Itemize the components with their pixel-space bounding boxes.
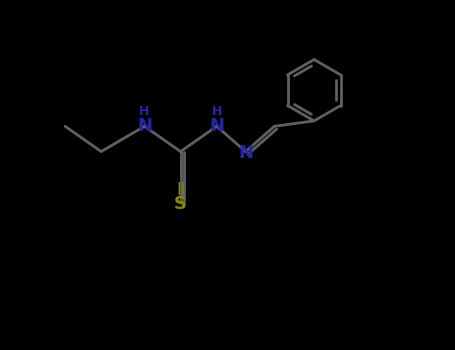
- Text: N: N: [238, 144, 253, 162]
- Text: H: H: [139, 105, 150, 118]
- Text: H: H: [212, 105, 222, 118]
- Text: N: N: [137, 117, 152, 135]
- Text: ||: ||: [176, 182, 185, 195]
- Text: S: S: [174, 195, 187, 213]
- Text: N: N: [209, 117, 224, 135]
